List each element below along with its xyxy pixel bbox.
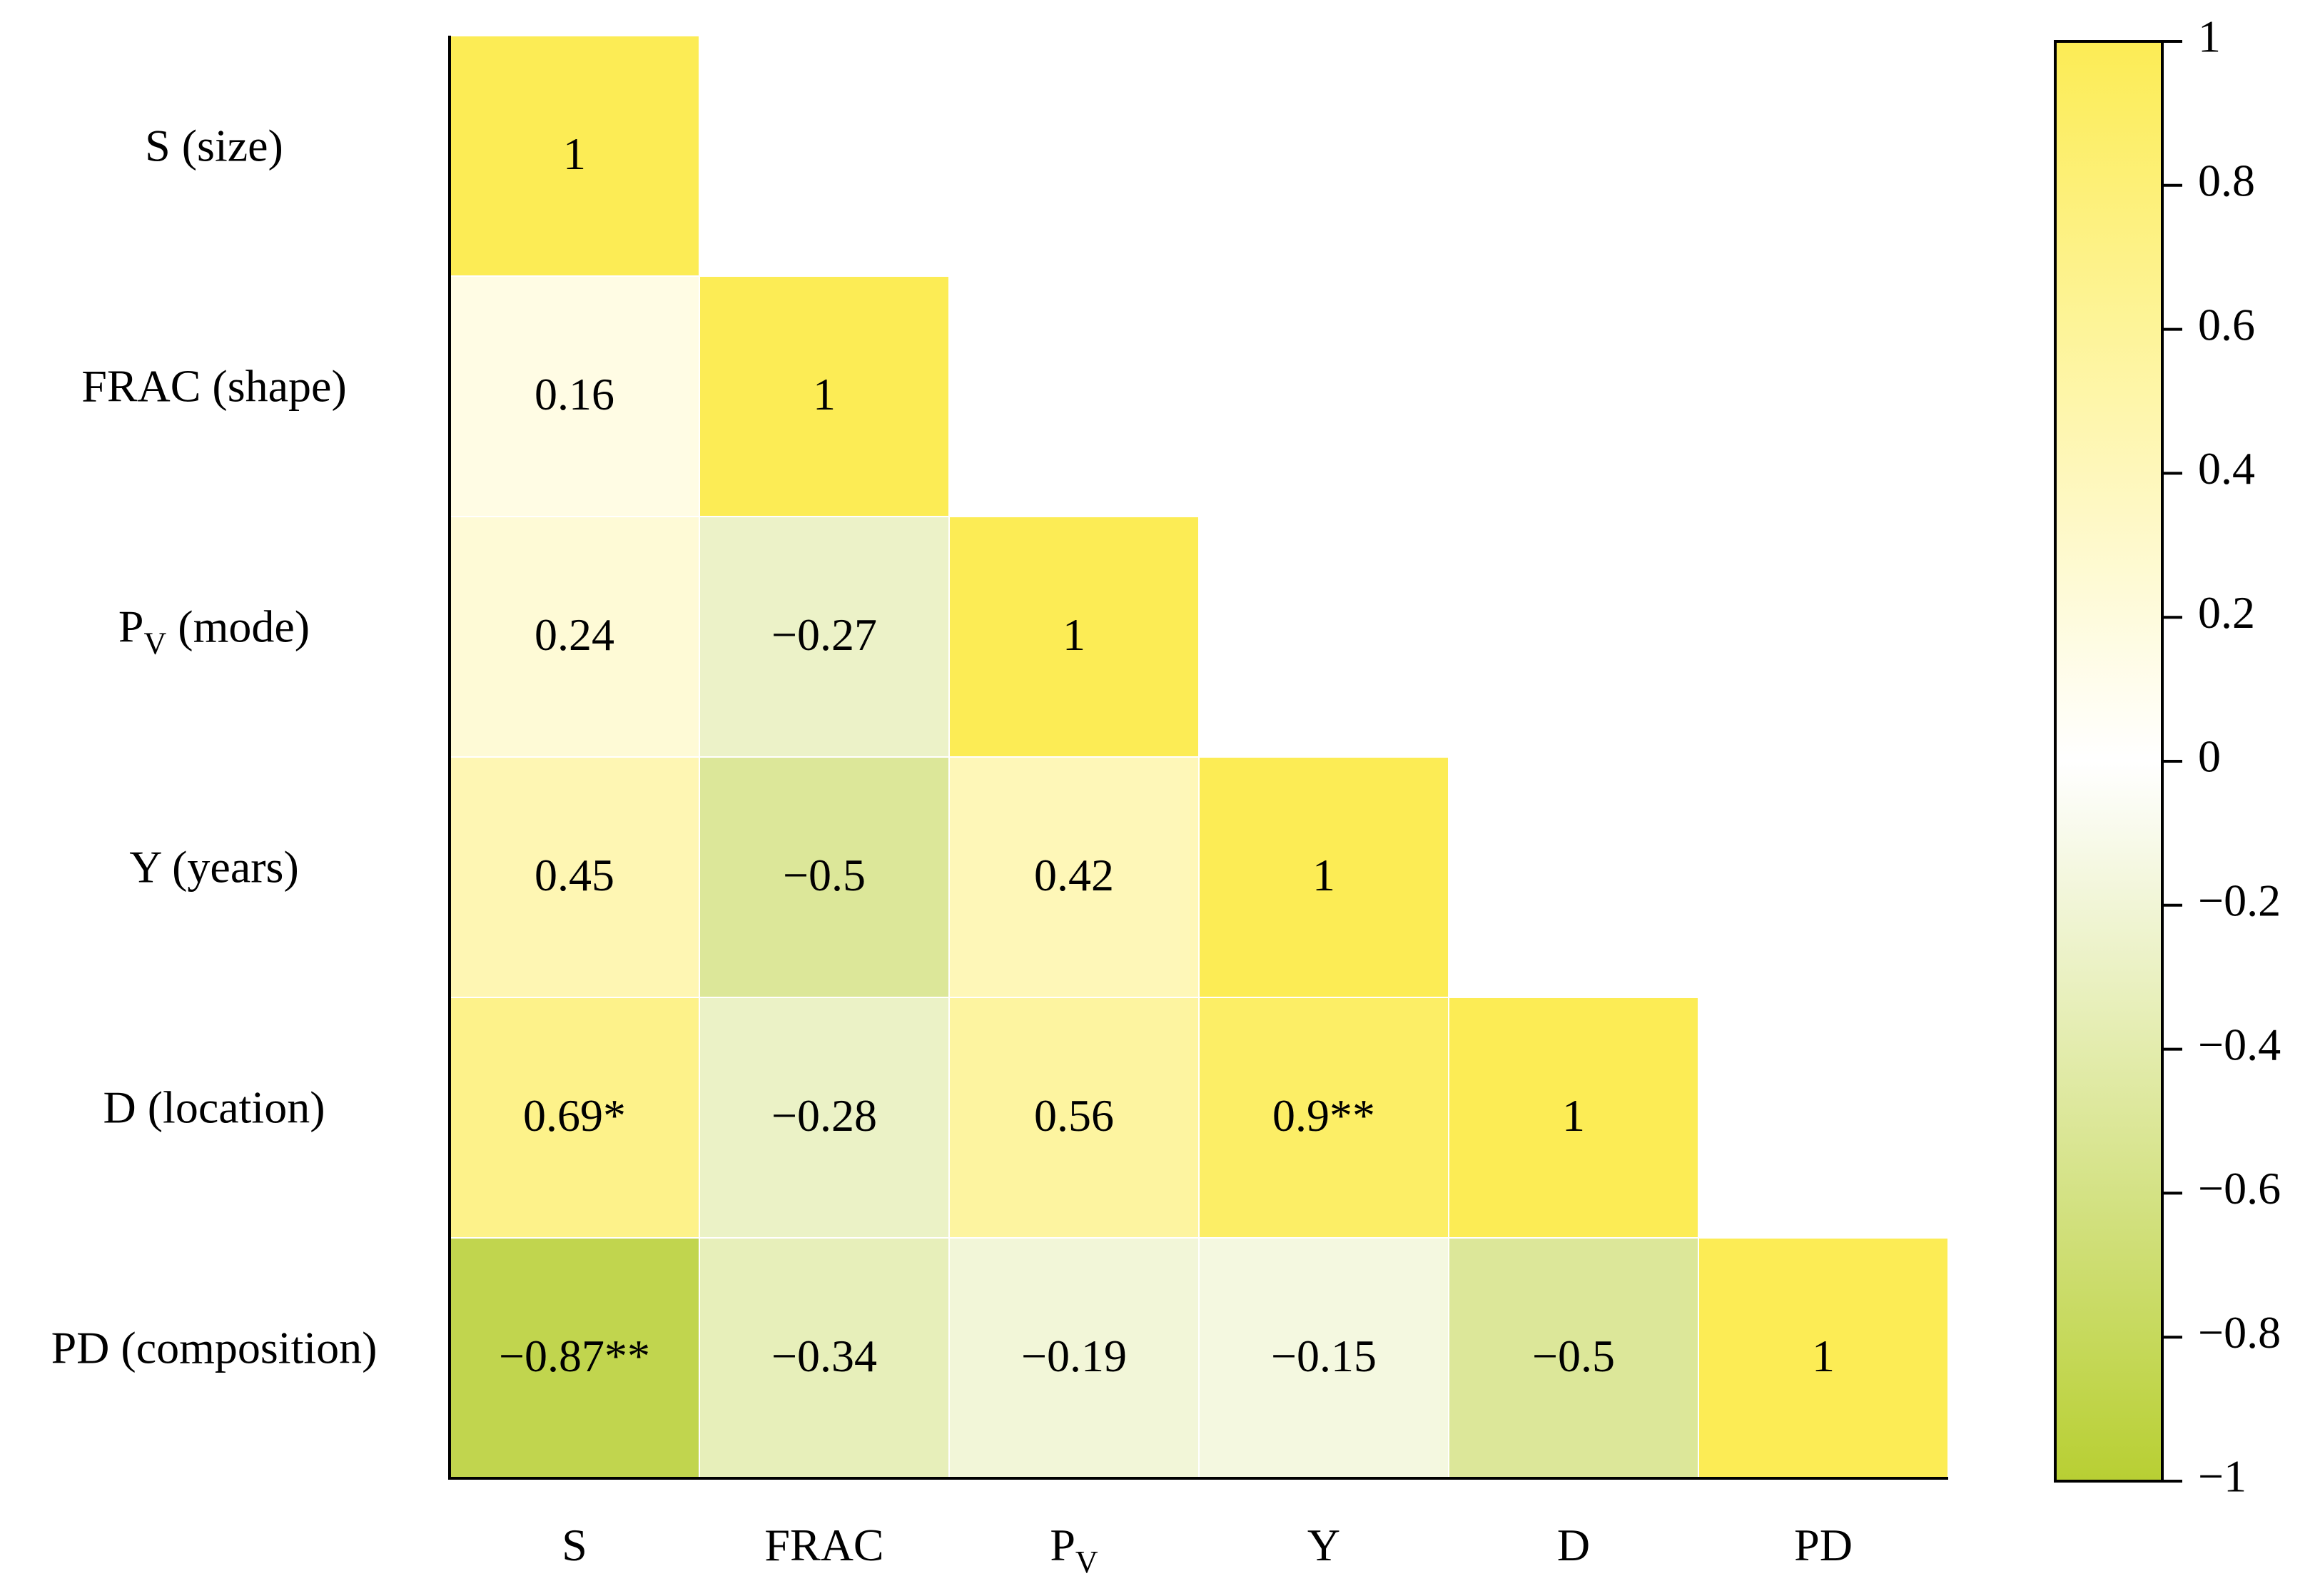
colorbar-tick-label-3: 0.6 bbox=[2198, 299, 2255, 350]
cell-value-labels: 1 0.16 1 0.24 −0.27 1 0.45 −0.5 0.42 1 0.69* −0.28 0… bbox=[499, 128, 1835, 1381]
heatmap-cell-r5-c2 bbox=[699, 997, 950, 1239]
row-label-6: PD (composition) bbox=[51, 1322, 378, 1373]
row-label-3-description: (mode) bbox=[166, 601, 310, 651]
heatmap-cell-r5-c4 bbox=[1198, 997, 1449, 1239]
row-label-4: Y (years) bbox=[129, 841, 299, 892]
heatmap-cell-r6-c5 bbox=[1448, 1237, 1699, 1479]
heatmap-cell-r6-c4 bbox=[1198, 1237, 1449, 1479]
column-label-3-subscript: V bbox=[1075, 1545, 1098, 1580]
heatmap-axes bbox=[448, 36, 1948, 1480]
cell-value-r3-c2: −0.27 bbox=[771, 609, 877, 660]
cell-value-r6-c1: −0.87** bbox=[499, 1331, 650, 1381]
heatmap-cell-r5-c3 bbox=[948, 997, 1200, 1239]
cell-value-r2-c2: 1 bbox=[813, 369, 836, 420]
heatmap-cell-r2-c2 bbox=[699, 275, 950, 517]
cell-value-r4-c1: 0.45 bbox=[535, 850, 614, 900]
colorbar-tick-label-9: −0.6 bbox=[2198, 1163, 2281, 1214]
row-label-5-name: D bbox=[103, 1082, 136, 1132]
column-label-5: D bbox=[1557, 1520, 1590, 1570]
heatmap-cell-r3-c3 bbox=[948, 516, 1200, 758]
cell-value-r6-c5: −0.5 bbox=[1532, 1331, 1615, 1381]
column-label-2: FRAC bbox=[764, 1520, 883, 1570]
cell-value-r2-c1: 0.16 bbox=[535, 369, 614, 420]
colorbar-tick-label-7: −0.2 bbox=[2198, 875, 2281, 925]
row-label-5-description: (location) bbox=[136, 1082, 325, 1132]
heatmap-cell-r5-c5 bbox=[1448, 997, 1699, 1239]
cell-value-r6-c6: 1 bbox=[1812, 1331, 1835, 1381]
cell-value-r4-c3: 0.42 bbox=[1034, 850, 1114, 900]
column-label-6: PD bbox=[1794, 1520, 1853, 1570]
heatmap-cells bbox=[449, 35, 1949, 1479]
cell-value-r5-c1: 0.69* bbox=[523, 1090, 626, 1141]
row-label-2-description: (shape) bbox=[201, 360, 346, 411]
row-label-4-description: (years) bbox=[161, 841, 299, 892]
heatmap-cell-r6-c3 bbox=[948, 1237, 1200, 1479]
row-labels: S (size) FRAC (shape) PV (mode) Y (years) D … bbox=[51, 120, 378, 1373]
heatmap-cell-r4-c2 bbox=[699, 756, 950, 998]
colorbar-tick-label-2: 0.8 bbox=[2198, 155, 2255, 205]
cell-value-r1-c1: 1 bbox=[563, 128, 586, 179]
cell-value-r6-c3: −0.19 bbox=[1021, 1331, 1127, 1381]
cell-value-r6-c4: −0.15 bbox=[1271, 1331, 1377, 1381]
column-label-1-name: S bbox=[562, 1520, 587, 1570]
column-label-4-name: Y bbox=[1307, 1520, 1340, 1570]
heatmap-cell-r6-c2 bbox=[699, 1237, 950, 1479]
cell-value-r6-c2: −0.34 bbox=[771, 1331, 877, 1381]
row-label-3-name: P bbox=[118, 601, 144, 651]
heatmap-cell-r6-c6 bbox=[1698, 1237, 1949, 1479]
row-label-2-name: FRAC bbox=[81, 360, 201, 411]
column-label-3-name: P bbox=[1050, 1520, 1075, 1570]
cell-value-r5-c2: −0.28 bbox=[771, 1090, 877, 1141]
colorbar-tick-label-8: −0.4 bbox=[2198, 1019, 2281, 1069]
row-label-1-name: S bbox=[145, 120, 171, 171]
column-label-4: Y bbox=[1307, 1520, 1340, 1570]
colorbar-tick-label-4: 0.4 bbox=[2198, 443, 2255, 494]
cell-value-r3-c3: 1 bbox=[1063, 609, 1085, 660]
heatmap-cell-r4-c1 bbox=[449, 756, 700, 998]
colorbar-tick-label-11: −1 bbox=[2198, 1451, 2246, 1502]
column-labels: S FRAC PV Y D PD bbox=[562, 1520, 1853, 1580]
row-label-1: S (size) bbox=[145, 120, 283, 171]
heatmap-cell-r4-c4 bbox=[1198, 756, 1449, 998]
heatmap-cell-r3-c1 bbox=[449, 516, 700, 758]
row-label-5: D (location) bbox=[103, 1082, 325, 1132]
heatmap-cell-r2-c1 bbox=[449, 275, 700, 517]
column-label-1: S bbox=[562, 1520, 587, 1570]
cell-value-r4-c4: 1 bbox=[1312, 850, 1335, 900]
cell-value-r4-c2: −0.5 bbox=[783, 850, 866, 900]
column-label-3: PV bbox=[1050, 1520, 1098, 1580]
colorbar-tick-label-5: 0.2 bbox=[2198, 587, 2255, 638]
row-label-1-description: (size) bbox=[171, 120, 283, 171]
row-label-4-name: Y bbox=[129, 841, 161, 892]
heatmap-cell-r1-c1 bbox=[449, 35, 700, 277]
colorbar-tick-label-10: −0.8 bbox=[2198, 1307, 2281, 1358]
row-label-6-name: PD bbox=[51, 1322, 110, 1373]
cell-value-r3-c1: 0.24 bbox=[535, 609, 614, 660]
row-label-3: PV (mode) bbox=[118, 601, 310, 661]
colorbar-gradient bbox=[2054, 40, 2164, 1483]
cell-value-r5-c3: 0.56 bbox=[1034, 1090, 1114, 1141]
colorbar-tick-label-1: 1 bbox=[2198, 11, 2221, 62]
colorbar-tick-label-6: 0 bbox=[2198, 731, 2221, 782]
colorbar: 1 0.8 0.6 0.4 0.2 0 −0.2 −0.4 −0.6 −0.8 −1 bbox=[2054, 11, 2281, 1502]
cell-value-r5-c5: 1 bbox=[1562, 1090, 1585, 1141]
cell-value-r5-c4: 0.9** bbox=[1272, 1090, 1375, 1141]
row-label-2: FRAC (shape) bbox=[81, 360, 347, 411]
column-label-2-name: FRAC bbox=[764, 1520, 883, 1570]
heatmap-cell-r3-c2 bbox=[699, 516, 950, 758]
column-label-6-name: PD bbox=[1794, 1520, 1853, 1570]
row-label-3-subscript: V bbox=[144, 626, 167, 661]
column-label-5-name: D bbox=[1557, 1520, 1590, 1570]
row-label-6-description: (composition) bbox=[109, 1322, 377, 1373]
